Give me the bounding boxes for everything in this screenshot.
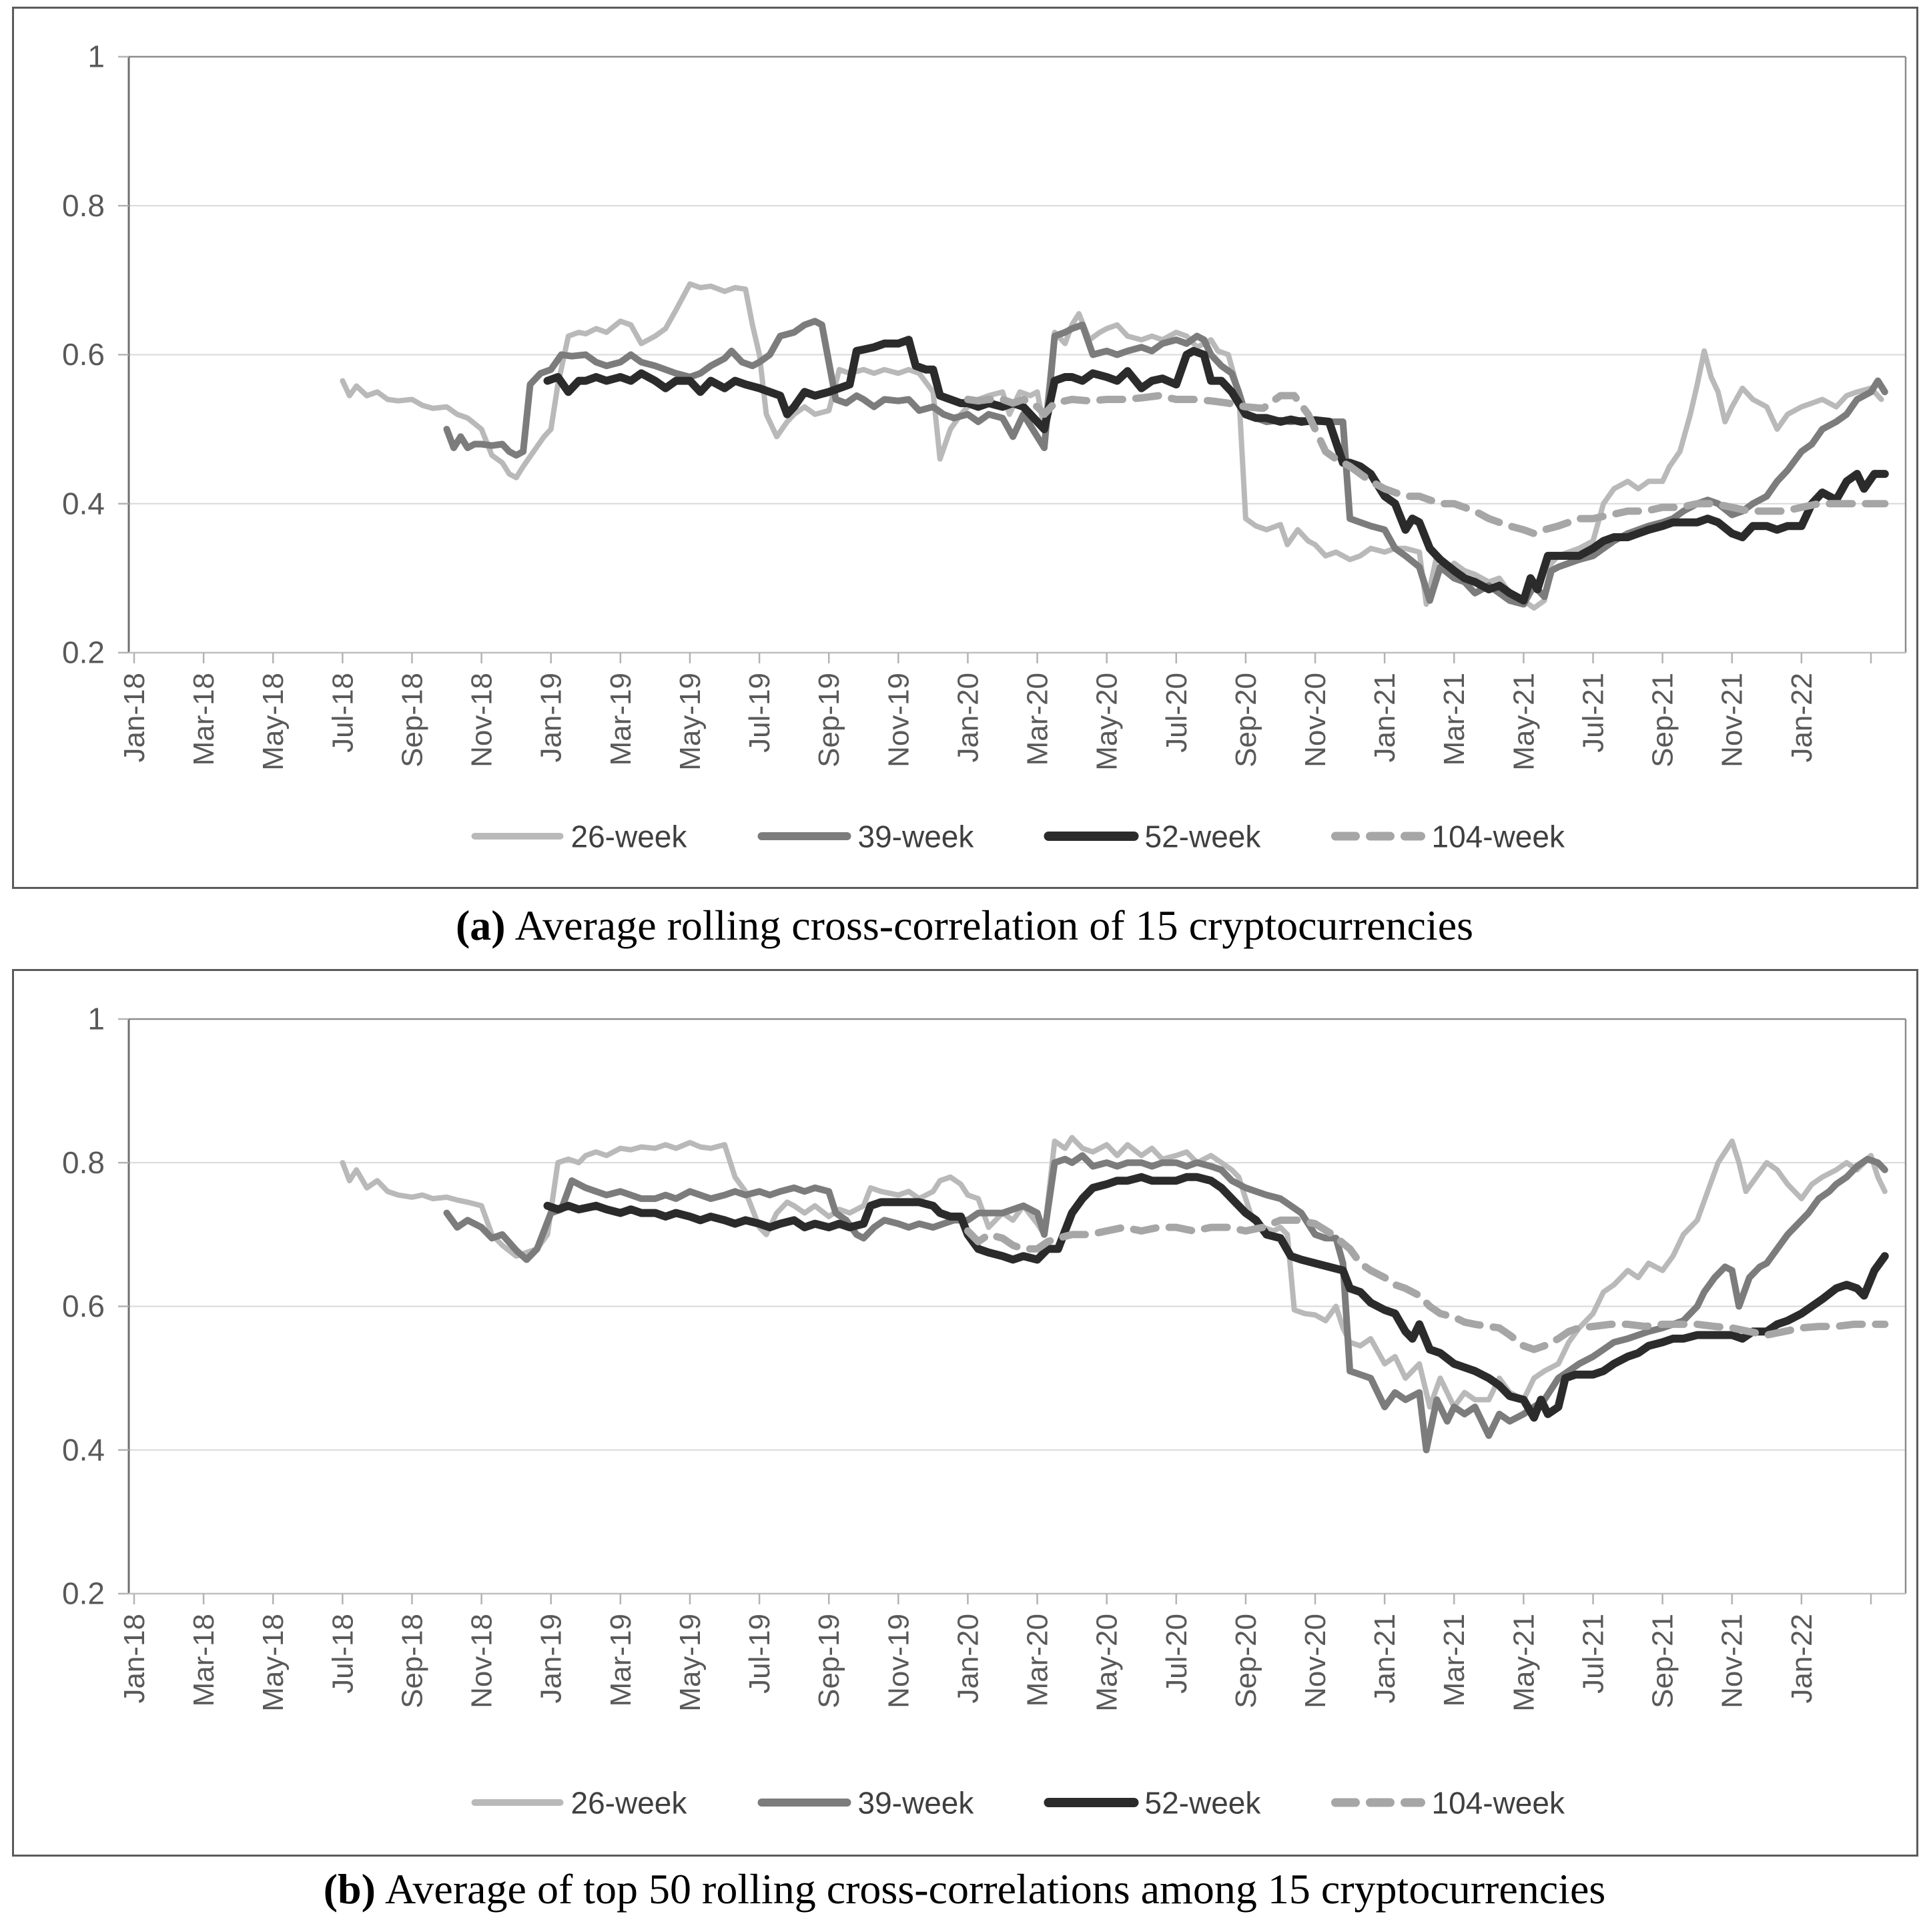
y-axis-label: 0.6 — [62, 337, 105, 372]
y-axis-label: 0.8 — [62, 1145, 105, 1180]
y-axis-label: 0.6 — [62, 1289, 105, 1323]
x-axis-label: Jan-19 — [535, 673, 568, 763]
x-axis-label: Jul-21 — [1577, 1614, 1609, 1694]
x-axis-label: May-18 — [257, 1614, 290, 1712]
x-axis-label: Sep-20 — [1230, 1614, 1262, 1708]
x-axis-label: Jul-20 — [1160, 673, 1193, 753]
x-axis-label: May-19 — [674, 673, 707, 771]
x-axis-label: May-18 — [257, 673, 290, 771]
x-axis-label: May-21 — [1507, 673, 1540, 771]
series-line-26-week — [340, 281, 1884, 611]
legend-entry-104-week: 104-week — [1331, 1786, 1565, 1821]
legend-entry-26-week: 26-week — [471, 1786, 688, 1821]
x-axis-label: Mar-20 — [1022, 673, 1054, 765]
series-line-104-week — [963, 392, 1889, 537]
x-axis-label: Jan-21 — [1369, 1614, 1401, 1704]
x-axis-label: Mar-18 — [187, 1614, 220, 1706]
y-axis-label: 1 — [87, 1002, 105, 1036]
x-axis-label: Jul-18 — [326, 1614, 359, 1694]
legend-label-104-week: 104-week — [1432, 1786, 1565, 1821]
legend-label-26-week: 26-week — [571, 1786, 688, 1821]
y-axis-label: 1 — [87, 39, 105, 74]
caption-a-text: Average rolling cross-correlation of 15 … — [514, 902, 1474, 949]
x-axis-label: Mar-21 — [1438, 1614, 1471, 1706]
chart-b-canvas: 1 0.8 0.6 0.4 0.2 Jan-18 Mar-18 May-18 Jul-18 Sep… — [62, 1002, 1907, 1821]
x-axis-label: Nov-20 — [1299, 673, 1332, 767]
legend-label-26-week: 26-week — [571, 820, 688, 854]
legend-label-39-week: 39-week — [858, 820, 975, 854]
caption-a: (a) Average rolling cross-correlation of … — [0, 901, 1929, 950]
caption-b-marker: (b) — [323, 1865, 376, 1913]
series-line-26-week — [340, 1135, 1888, 1410]
x-axis-label: Mar-19 — [605, 673, 637, 765]
caption-a-marker: (a) — [455, 902, 506, 949]
legend-entry-52-week: 52-week — [1044, 1786, 1262, 1821]
series-line-52-week — [543, 336, 1889, 605]
x-axis-label: Nov-21 — [1716, 673, 1749, 767]
y-axis-label: 0.4 — [62, 1432, 105, 1467]
x-axis-label: Jan-18 — [118, 1614, 151, 1704]
legend-entry-52-week: 52-week — [1044, 820, 1262, 854]
legend-entry-39-week: 39-week — [757, 820, 975, 854]
x-axis-label: Mar-20 — [1022, 1614, 1054, 1706]
series-line-39-week — [443, 1152, 1888, 1454]
x-axis-label: Jul-20 — [1160, 1614, 1193, 1694]
x-axis-label: Mar-19 — [605, 1614, 637, 1706]
x-axis-label: Nov-20 — [1299, 1614, 1332, 1708]
x-axis-label: Jul-19 — [743, 1614, 776, 1694]
x-axis-label: Sep-21 — [1647, 1614, 1679, 1708]
x-axis-label: Jan-20 — [951, 1614, 984, 1704]
x-axis-label: Nov-21 — [1716, 1614, 1749, 1708]
x-axis-label: Mar-21 — [1438, 673, 1471, 765]
x-axis-label: Jan-19 — [535, 1614, 568, 1704]
x-axis-label: Sep-19 — [813, 1614, 845, 1708]
y-axis-label: 0.2 — [62, 1576, 105, 1611]
legend-label-52-week: 52-week — [1145, 1786, 1262, 1821]
x-axis-label: Jul-19 — [743, 673, 776, 753]
x-axis-label: May-20 — [1091, 1614, 1124, 1712]
x-axis-label: Jan-20 — [951, 673, 984, 763]
x-axis-label: Jan-22 — [1786, 673, 1818, 763]
series-line-104-week — [963, 1216, 1889, 1353]
legend-label-104-week: 104-week — [1432, 820, 1565, 854]
x-axis-label: Nov-19 — [882, 673, 915, 767]
legend-label-52-week: 52-week — [1145, 820, 1262, 854]
x-axis-label: Nov-19 — [882, 1614, 915, 1708]
x-axis-label: Jul-18 — [326, 673, 359, 753]
y-axis-label: 0.2 — [62, 635, 105, 670]
x-axis-label: Jan-18 — [118, 673, 151, 763]
x-axis-label: Sep-18 — [396, 1614, 428, 1708]
x-axis-label: May-21 — [1507, 1614, 1540, 1712]
x-axis-label: Mar-18 — [187, 673, 220, 765]
caption-b: (b) Average of top 50 rolling cross-corre… — [0, 1865, 1929, 1914]
chart-b-figure: 1 0.8 0.6 0.4 0.2 Jan-18 Mar-18 May-18 Jul-18 Sep… — [12, 969, 1918, 1857]
legend-entry-104-week: 104-week — [1331, 820, 1565, 854]
chart-a-canvas: 1 0.8 0.6 0.4 0.2 Jan-18 Mar-18 May-18 Jul-18 Sep… — [62, 39, 1907, 854]
x-axis-label: Sep-20 — [1230, 673, 1262, 767]
y-axis-label: 0.8 — [62, 188, 105, 223]
caption-b-text: Average of top 50 rolling cross-correlat… — [384, 1865, 1606, 1913]
chart-a-figure: 1 0.8 0.6 0.4 0.2 Jan-18 Mar-18 May-18 Jul-18 Sep… — [12, 7, 1918, 889]
x-axis-label: Sep-18 — [396, 673, 428, 767]
x-axis-label: Nov-18 — [466, 1614, 498, 1708]
series-line-52-week — [543, 1173, 1889, 1422]
y-axis-label: 0.4 — [62, 486, 105, 521]
x-axis-label: Sep-19 — [813, 673, 845, 767]
x-axis-label: Jul-21 — [1577, 673, 1609, 753]
legend-entry-26-week: 26-week — [471, 820, 688, 854]
legend-label-39-week: 39-week — [858, 1786, 975, 1821]
x-axis-label: Jan-21 — [1369, 673, 1401, 763]
x-axis-label: Jan-22 — [1786, 1614, 1818, 1704]
x-axis-label: Nov-18 — [466, 673, 498, 767]
x-axis-label: May-20 — [1091, 673, 1124, 771]
legend-entry-39-week: 39-week — [757, 1786, 975, 1821]
x-axis-label: May-19 — [674, 1614, 707, 1712]
x-axis-label: Sep-21 — [1647, 673, 1679, 767]
